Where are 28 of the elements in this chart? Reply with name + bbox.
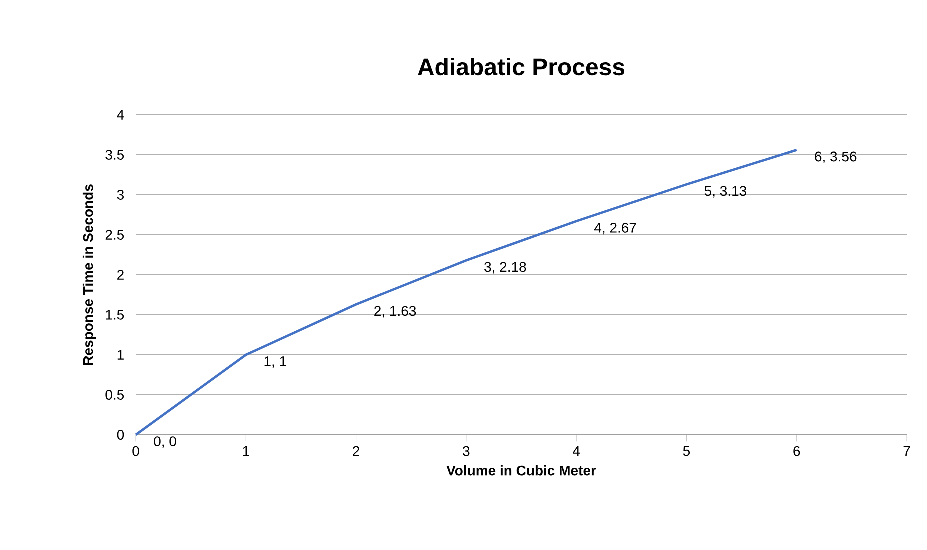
y-tick-label: 1 xyxy=(118,350,124,360)
x-tick-label: 7 xyxy=(904,446,910,456)
y-axis-title: Response Time in Seconds xyxy=(82,184,96,365)
x-tick-label: 0 xyxy=(132,446,140,456)
x-tick-label: 2 xyxy=(353,446,360,456)
y-tick-label: 3 xyxy=(117,190,124,200)
x-axis-title: Volume in Cubic Meter xyxy=(446,465,596,476)
x-tick-label: 5 xyxy=(683,446,690,456)
data-label: 3, 2.18 xyxy=(484,262,526,274)
x-tick-label: 3 xyxy=(463,446,470,456)
data-label: 0, 0 xyxy=(154,436,176,448)
y-tick-label: 0.5 xyxy=(106,390,124,400)
y-tick-label: 2 xyxy=(118,270,124,280)
data-label: 4, 2.67 xyxy=(594,223,636,235)
y-tick-label: 3.5 xyxy=(106,150,124,160)
data-label: 1, 1 xyxy=(264,356,286,368)
data-label: 2, 1.63 xyxy=(374,306,416,318)
data-label: 5, 3.13 xyxy=(704,186,747,198)
y-tick-label: 4 xyxy=(117,110,124,120)
line-series xyxy=(134,149,798,436)
y-tick-label: 0 xyxy=(117,430,124,440)
x-tick-label: 6 xyxy=(794,446,800,456)
y-tick-label: 1.5 xyxy=(106,310,124,320)
x-tick-label: 4 xyxy=(572,446,580,456)
data-label: 6, 3.56 xyxy=(815,152,857,164)
chart-title: Adiabatic Process xyxy=(418,58,625,76)
x-tick-label: 1 xyxy=(243,446,250,456)
y-tick-label: 2.5 xyxy=(106,230,124,240)
